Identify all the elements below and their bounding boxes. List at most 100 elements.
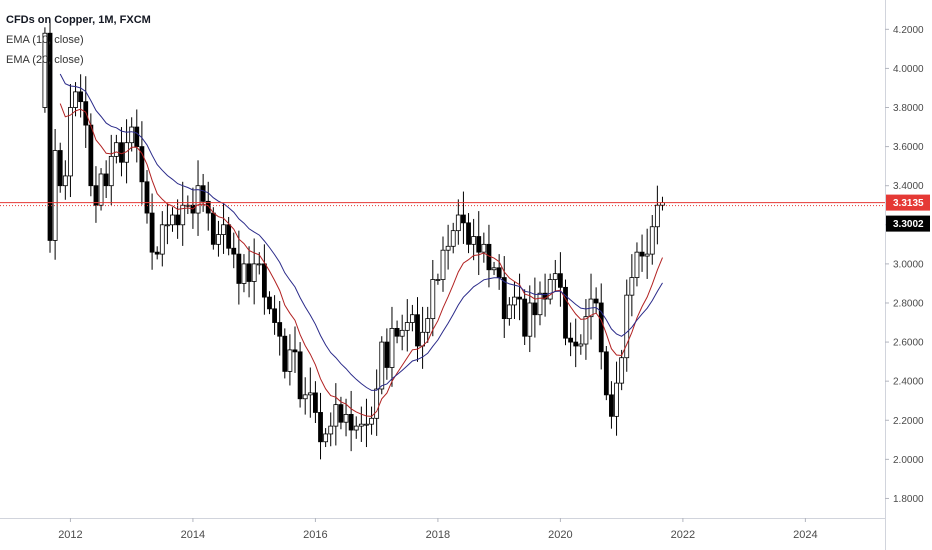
candle (379, 336, 385, 395)
candle (129, 117, 135, 152)
x-tick-label: 2014 (181, 529, 205, 541)
candle (364, 398, 369, 448)
ema20-legend[interactable]: EMA (20, close) (6, 54, 84, 66)
candle (246, 246, 252, 298)
candle (547, 273, 553, 305)
candle (47, 19, 53, 253)
y-tick-label: 4.2000 (893, 25, 924, 36)
candle (57, 142, 63, 193)
candle (170, 207, 175, 232)
x-tick-label: 2016 (303, 529, 327, 541)
candle (415, 297, 420, 362)
candle (501, 256, 507, 338)
candle (139, 121, 145, 205)
candle (384, 328, 390, 380)
y-tick-label: 3.8000 (893, 103, 924, 114)
candle (307, 367, 313, 418)
candle (634, 242, 640, 287)
svg-text:3.3135: 3.3135 (893, 198, 924, 209)
y-tick-label: 1.8000 (893, 494, 924, 505)
candle (93, 166, 99, 223)
candle (358, 406, 364, 442)
candle (517, 273, 522, 321)
y-tick-label: 2.4000 (893, 377, 924, 388)
candle (119, 127, 124, 177)
candle (450, 222, 456, 254)
candle (445, 224, 451, 270)
candle (261, 244, 267, 315)
candle (333, 383, 339, 446)
candle (461, 191, 466, 244)
y-tick-label: 2.6000 (893, 338, 924, 349)
candle (660, 196, 665, 211)
candle (369, 406, 374, 435)
candle (297, 342, 303, 408)
candle (108, 134, 114, 206)
candle (287, 334, 293, 386)
y-tick-label: 2.2000 (893, 416, 924, 427)
chart-legend: CFDs on Copper, 1M, FXCM EMA (10, close)… (6, 10, 151, 70)
time-axis[interactable]: 2012 2014 2016 2018 2020 2022 2024 (58, 518, 818, 541)
candle (113, 134, 119, 164)
symbol-title[interactable]: CFDs on Copper, 1M, FXCM (6, 14, 151, 26)
y-tick-label: 3.4000 (893, 181, 924, 192)
candle (302, 377, 308, 415)
candle (512, 281, 517, 320)
prev-close-tag: 3.3002 (886, 215, 930, 232)
candle (603, 345, 609, 401)
candle (98, 168, 104, 211)
candle (200, 173, 206, 212)
candle (267, 291, 272, 315)
candle (353, 416, 359, 439)
x-tick-label: 2020 (548, 529, 572, 541)
candle (583, 299, 589, 360)
ema-layer (59, 73, 663, 417)
candle (425, 306, 431, 343)
candle (103, 160, 109, 199)
candle (598, 283, 604, 370)
price-axis[interactable]: 4.20004.00003.80003.60003.40003.20003.00… (885, 25, 924, 505)
candle (389, 306, 395, 387)
candles-layer (42, 19, 665, 460)
candle (241, 254, 247, 293)
candle (231, 232, 237, 269)
candle (614, 361, 619, 436)
svg-text:3.3002: 3.3002 (893, 219, 924, 230)
candle (236, 230, 242, 305)
last-price-tag: 3.3135 (886, 194, 930, 211)
ema10-legend[interactable]: EMA (10, close) (6, 34, 84, 46)
price-tags: 3.3135 3.3002 (886, 194, 930, 232)
candle (557, 252, 563, 307)
candle (568, 322, 574, 357)
candle (282, 328, 288, 379)
candle (404, 299, 410, 352)
candle (471, 218, 477, 261)
candle (62, 160, 68, 200)
candle (455, 199, 461, 245)
candle (256, 252, 262, 275)
candle (563, 279, 568, 346)
candle (323, 428, 329, 448)
candle (496, 254, 502, 290)
candle (409, 304, 415, 332)
candle (251, 238, 257, 305)
x-tick-label: 2012 (58, 529, 82, 541)
candle (399, 314, 405, 351)
candle (435, 273, 441, 285)
candle (624, 279, 630, 372)
candle (221, 203, 226, 254)
candle (578, 334, 584, 355)
candle (588, 273, 594, 340)
x-tick-label: 2018 (426, 529, 450, 541)
candle (42, 27, 48, 113)
candle (292, 326, 298, 373)
candle (491, 261, 497, 276)
candle (78, 74, 84, 118)
candle (165, 203, 170, 245)
candle (532, 277, 538, 338)
candle (440, 236, 446, 292)
ema20-line (59, 73, 663, 391)
y-tick-label: 2.8000 (893, 298, 924, 309)
candle (348, 390, 354, 452)
